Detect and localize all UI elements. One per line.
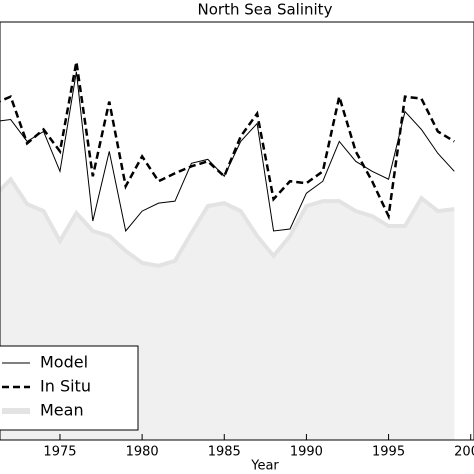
solid-line bbox=[0, 71, 455, 233]
legend-box bbox=[0, 345, 139, 431]
dashed-line bbox=[0, 61, 455, 221]
x-tick-label: 1995 bbox=[372, 445, 405, 460]
x-tick-label: 1975 bbox=[43, 445, 76, 460]
x-tick-label: 2000 bbox=[454, 445, 474, 460]
x-tick-label: 1990 bbox=[290, 445, 323, 460]
legend-label: Model bbox=[40, 353, 88, 372]
plot-frame bbox=[0, 21, 474, 441]
x-tick-label: 1980 bbox=[126, 445, 159, 460]
x-tick-label: 1985 bbox=[208, 445, 241, 460]
x-axis-label: Year bbox=[250, 459, 279, 474]
legend-label: Mean bbox=[40, 401, 84, 420]
chart-title: North Sea Salinity bbox=[198, 1, 333, 19]
legend-label: In Situ bbox=[40, 377, 91, 396]
mean-line bbox=[0, 176, 455, 268]
